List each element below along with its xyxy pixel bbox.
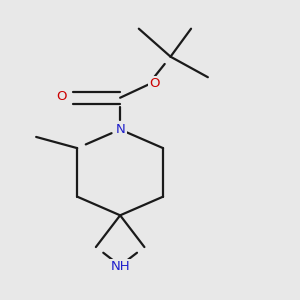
- Text: O: O: [150, 77, 160, 90]
- Text: NH: NH: [110, 260, 130, 273]
- Text: O: O: [56, 91, 66, 103]
- Text: N: N: [115, 123, 125, 136]
